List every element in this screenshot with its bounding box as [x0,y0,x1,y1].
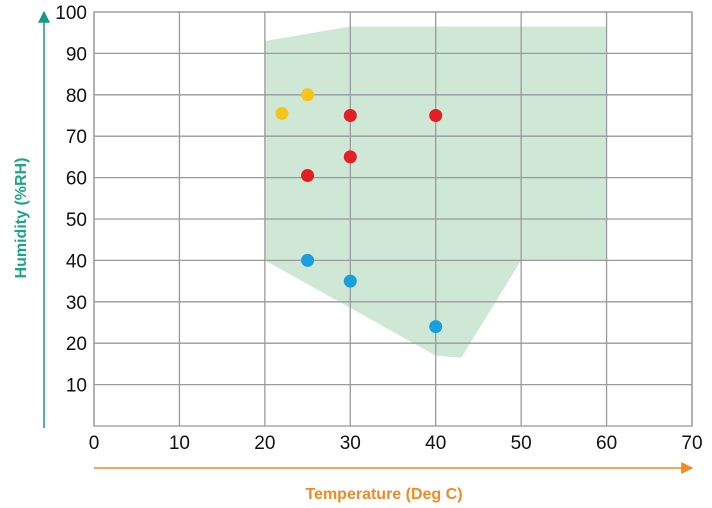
y-tick-label: 90 [66,44,87,65]
data-point [301,169,315,183]
y-tick-label: 70 [66,127,87,148]
x-tick-label: 10 [169,433,190,454]
x-tick-label: 70 [681,433,702,454]
data-point [301,88,315,102]
y-tick-label: 40 [66,251,87,272]
y-tick-label: 10 [66,376,87,397]
y-tick-label: 80 [66,86,87,107]
data-point [301,253,315,267]
x-axis-title: Temperature (Deg C) [305,486,462,503]
data-point [343,150,357,164]
data-point [429,109,443,122]
data-points [275,88,443,334]
y-tick-label: 100 [55,3,87,24]
x-tick-label: 20 [254,433,275,454]
grid [93,11,693,427]
y-tick-label: 60 [66,169,87,190]
x-tick-label: 60 [596,433,617,454]
y-tick-label: 30 [66,293,87,314]
tick-labels: 0 10 20 30 40 50 60 70 10 20 30 40 50 60 70 80 90 100 [55,3,702,454]
y-axis-title: Humidity (%RH) [13,158,30,279]
y-tick-label: 20 [66,334,87,355]
axes: Temperature (Deg C) Humidity (%RH) [13,10,694,503]
data-point [429,320,443,334]
x-tick-label: 0 [89,433,100,454]
data-point [275,106,289,120]
x-tick-label: 30 [340,433,361,454]
x-tick-label: 40 [425,433,446,454]
x-tick-label: 50 [511,433,532,454]
y-tick-label: 50 [66,210,87,231]
data-point [343,109,357,122]
data-point [343,274,357,288]
